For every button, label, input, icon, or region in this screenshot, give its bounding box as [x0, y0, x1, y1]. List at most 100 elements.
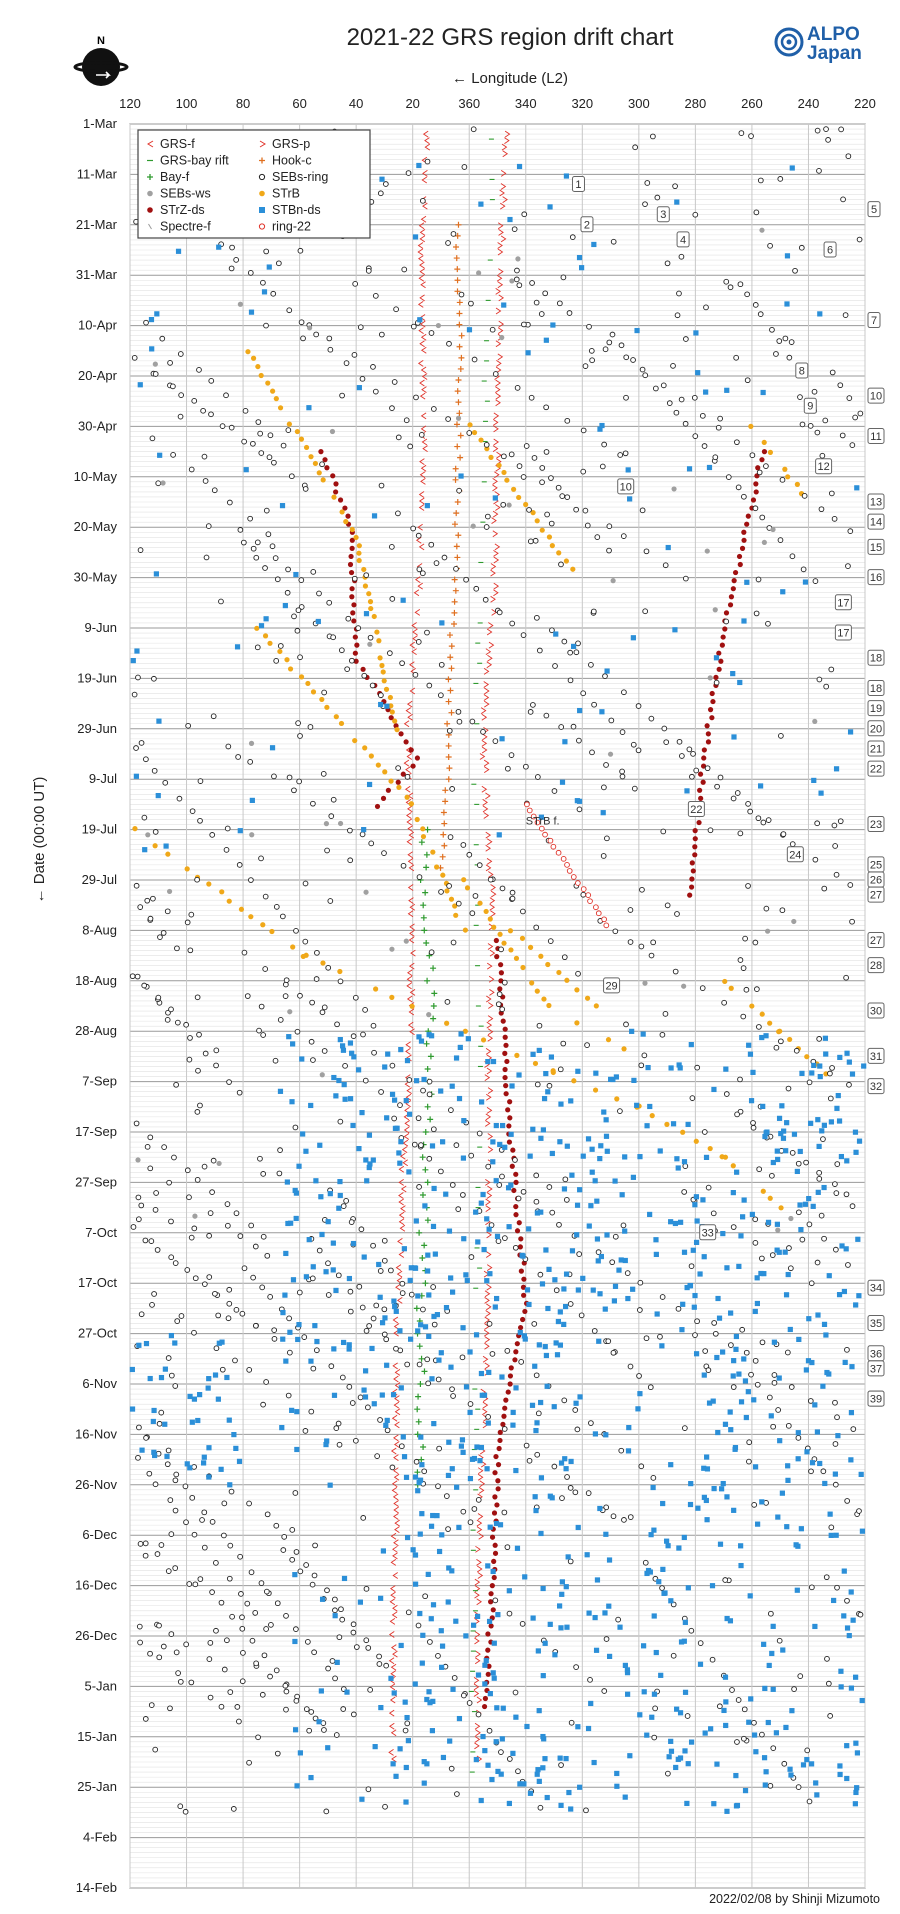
stbn-ds-point	[516, 1072, 522, 1078]
sebs-ws-point	[216, 1160, 222, 1167]
stbn-ds-point	[510, 1750, 516, 1756]
annotation-number: 3	[660, 209, 666, 221]
strz-ds-point	[504, 1058, 510, 1065]
stbn-ds-point	[601, 1109, 607, 1115]
stbn-ds-point	[540, 1733, 546, 1740]
stbn-ds-point	[471, 1455, 478, 1462]
sebs-ring-point	[447, 834, 454, 840]
strb-point	[804, 1054, 810, 1060]
stbn-ds-point	[156, 718, 162, 724]
strz-ds-point	[350, 610, 356, 616]
sebs-ring-point	[785, 1085, 792, 1092]
stbn-ds-point	[293, 1215, 299, 1222]
stbn-ds-point	[853, 1740, 859, 1746]
sebs-ring-point	[131, 354, 138, 361]
stbn-ds-point	[424, 1696, 430, 1703]
stbn-ds-point	[434, 1513, 440, 1519]
stbn-ds-point	[818, 790, 824, 796]
x-tick-label: 360	[458, 96, 480, 111]
stbn-ds-point	[682, 1689, 689, 1695]
sebs-ring-point	[689, 1095, 696, 1101]
sebs-ring-point	[183, 1021, 189, 1028]
sebs-ring-point	[254, 539, 261, 546]
sebs-ring-point	[650, 133, 656, 140]
strb-point	[785, 474, 791, 480]
annotation-marker: 30	[867, 1002, 885, 1019]
sebs-ring-point	[752, 505, 759, 512]
sebs-ring-point	[446, 727, 453, 734]
grs-p-point	[493, 582, 500, 590]
stbn-ds-point	[693, 330, 699, 336]
sebs-ring-point	[555, 484, 562, 491]
sebs-ring-point	[741, 493, 747, 500]
sebs-ring-point	[555, 849, 562, 856]
stbn-ds-point	[844, 1775, 850, 1782]
strb-point	[574, 1020, 580, 1026]
strz-ds-point	[491, 1510, 498, 1516]
sebs-ring-point	[189, 808, 196, 815]
annotation-number: 4	[680, 234, 686, 246]
stbn-ds-point	[709, 1583, 716, 1589]
sebs-ring-point	[763, 463, 769, 469]
strb-point	[462, 927, 468, 933]
sebs-ring-point	[192, 1275, 199, 1282]
strb-point	[250, 355, 257, 361]
strb-point	[511, 486, 517, 492]
stbn-ds-point	[727, 1618, 734, 1624]
grs-p-point	[486, 661, 493, 669]
sebs-ring-point	[257, 1155, 263, 1162]
sebs-ring-point	[282, 993, 289, 999]
grs-f-point	[398, 1198, 404, 1206]
strb-point	[376, 638, 382, 644]
stbn-ds-point	[340, 1047, 347, 1053]
sebs-ring-point	[387, 650, 393, 656]
strb-point	[605, 1037, 612, 1043]
sebs-ring-point	[560, 855, 567, 862]
bay-f-point	[416, 1229, 423, 1236]
sebs-ring-point	[641, 1052, 648, 1059]
stbn-ds-point	[493, 1178, 499, 1184]
strz-ds-point	[349, 594, 355, 600]
sebs-ring-point	[812, 856, 819, 863]
stbn-ds-point	[770, 1686, 776, 1692]
strz-ds-point	[718, 658, 724, 664]
stbn-ds-point	[485, 1420, 491, 1426]
strb-point	[680, 1129, 686, 1135]
stbn-ds-point	[782, 1249, 788, 1255]
stbn-ds-point	[538, 1209, 544, 1215]
grs-p-point	[486, 1283, 492, 1291]
stbn-ds-point	[331, 1074, 337, 1081]
stbn-ds-point	[412, 234, 419, 240]
sebs-ring-point	[428, 330, 435, 336]
hook-c-point	[439, 853, 446, 860]
stbn-ds-point	[413, 1218, 419, 1224]
sebs-ring-point	[218, 1599, 225, 1606]
sebs-ring-point	[560, 274, 567, 281]
grs-p-point	[490, 595, 496, 603]
sebs-ring-point	[164, 908, 171, 915]
strb-point	[303, 444, 310, 451]
sebs-ring-point	[383, 1336, 390, 1343]
grs-f-point	[398, 1165, 405, 1173]
grs-p-point	[486, 995, 492, 1003]
annotation-box	[867, 493, 885, 510]
sebs-ring-point	[262, 565, 268, 571]
sebs-ring-point	[795, 1435, 802, 1441]
stbn-ds-point	[844, 1050, 850, 1056]
stbn-ds-point	[682, 1748, 688, 1754]
stbn-ds-point	[538, 814, 545, 820]
stbn-ds-point	[443, 1304, 450, 1311]
strz-ds-point	[354, 642, 360, 648]
sebs-ring-point	[309, 1275, 316, 1282]
sebs-ring-point	[556, 1221, 562, 1228]
strz-ds-point	[410, 763, 416, 769]
annotation-number: 14	[870, 517, 882, 529]
stbn-ds-point	[545, 1305, 551, 1312]
stbn-ds-point	[770, 1159, 776, 1166]
sebs-ring-point	[650, 1475, 657, 1481]
sebs-ring-point	[438, 889, 444, 895]
stbn-ds-point	[538, 1530, 544, 1537]
grs-p-point	[483, 766, 490, 773]
sebs-ring-point	[518, 1359, 525, 1365]
stbn-ds-point	[668, 1598, 674, 1604]
